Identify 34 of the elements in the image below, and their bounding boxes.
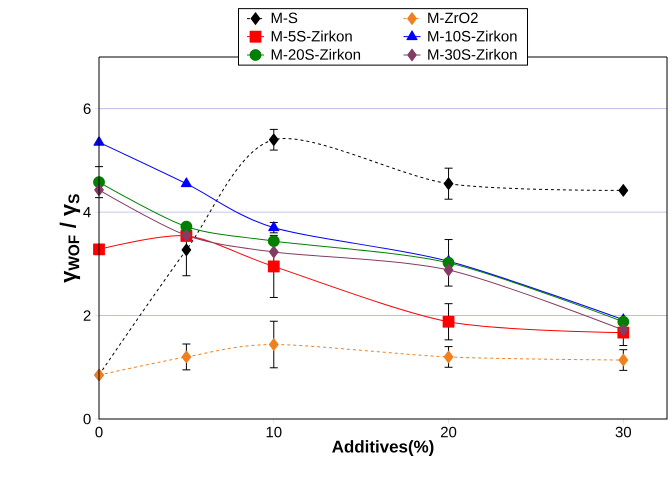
legend-label: M-S xyxy=(272,12,298,24)
point xyxy=(268,246,279,258)
point xyxy=(444,177,454,190)
point xyxy=(618,324,628,336)
point xyxy=(444,264,454,276)
point xyxy=(93,243,105,256)
point xyxy=(618,184,628,197)
legend-label: M-20S-Zirkon xyxy=(272,48,360,60)
point xyxy=(268,133,279,146)
legend-label: M-ZrO2 xyxy=(428,12,478,24)
x-tick-label: 20 xyxy=(440,426,456,438)
point xyxy=(268,235,280,247)
point xyxy=(182,350,192,364)
x-tick-label: 10 xyxy=(266,426,282,438)
y-axis-title: γ$_{WOF}$ / γ$_{S}$ xyxy=(60,194,80,283)
legend-label: M-30S-Zirkon xyxy=(428,48,517,60)
point xyxy=(180,177,192,188)
x-axis-title: Additives(%) xyxy=(332,440,434,456)
legend-label: M-5S-Zirkon xyxy=(272,30,352,42)
point xyxy=(618,354,628,366)
y-tick-label: 2 xyxy=(84,310,90,321)
point xyxy=(442,316,454,328)
y-tick-label: 6 xyxy=(84,103,91,114)
point xyxy=(617,316,630,328)
y-tick-label: 4 xyxy=(83,206,91,218)
y-tick-label: 0 xyxy=(84,414,91,424)
x-tick-label: 30 xyxy=(616,426,632,438)
legend-label: M-10S-Zirkon xyxy=(428,30,517,42)
point xyxy=(444,350,454,364)
point xyxy=(180,220,192,233)
point xyxy=(268,260,280,272)
point xyxy=(268,338,279,351)
point xyxy=(182,244,192,256)
x-tick-label: 0 xyxy=(95,426,103,438)
